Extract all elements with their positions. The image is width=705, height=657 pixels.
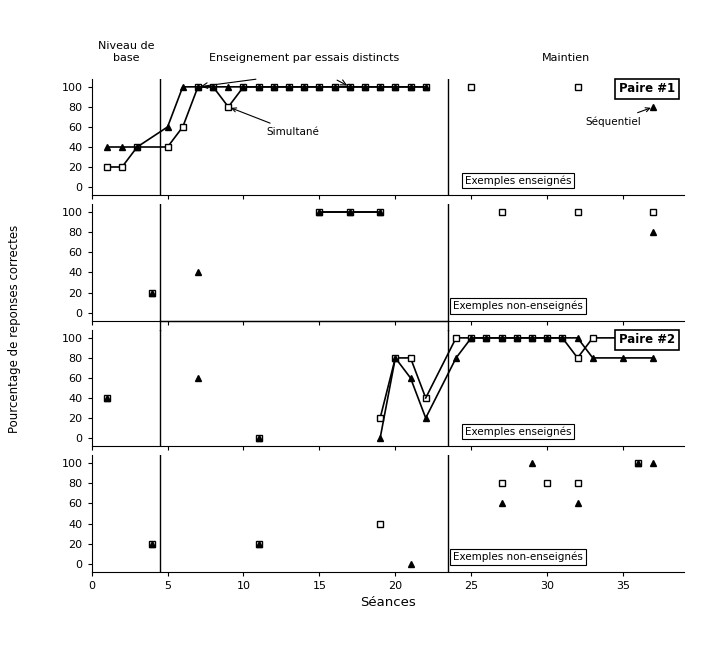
Text: Exemples non-enseignés: Exemples non-enseignés xyxy=(453,301,583,311)
Text: Maintien: Maintien xyxy=(542,53,590,62)
Text: Séquentiel: Séquentiel xyxy=(585,108,650,127)
Text: Paire #2: Paire #2 xyxy=(619,333,675,346)
Text: Pourcentage de reponses correctes: Pourcentage de reponses correctes xyxy=(8,225,20,432)
Text: Niveau de
base: Niveau de base xyxy=(97,41,154,62)
Text: Exemples non-enseignés: Exemples non-enseignés xyxy=(453,552,583,562)
Text: Paire #1: Paire #1 xyxy=(619,82,675,95)
X-axis label: Séances: Séances xyxy=(360,596,416,609)
Text: Exemples enseignés: Exemples enseignés xyxy=(465,175,571,186)
Text: Simultané: Simultané xyxy=(232,108,319,137)
Text: Enseignement par essais distincts: Enseignement par essais distincts xyxy=(209,53,399,62)
Text: Exemples enseignés: Exemples enseignés xyxy=(465,426,571,437)
